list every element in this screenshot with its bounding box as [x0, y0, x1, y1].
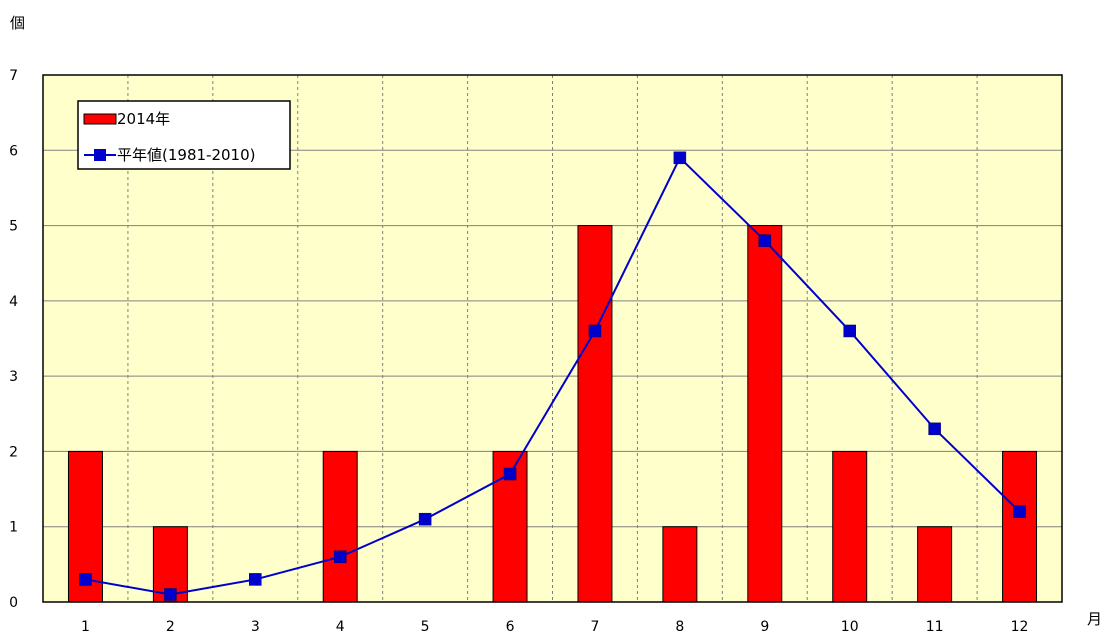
point-6	[503, 467, 517, 481]
point-2	[164, 588, 177, 601]
legend-line-label: 平年値(1981-2010)	[117, 146, 255, 164]
bar-series	[67, 225, 1038, 603]
legend-bar-swatch	[83, 113, 117, 125]
x-tick-label: 2	[166, 619, 175, 635]
point-7	[588, 324, 602, 338]
x-axis-unit: 月	[1087, 610, 1102, 628]
bar-9	[747, 225, 783, 603]
x-tick-label: 5	[421, 619, 430, 635]
y-tick-label: 5	[9, 219, 18, 235]
point-8	[673, 151, 687, 165]
bar-7	[577, 225, 613, 603]
line-series	[79, 151, 1026, 601]
y-axis-unit: 個	[10, 14, 25, 32]
x-tick-label: 8	[675, 619, 684, 635]
x-tick-labels: 1 2 3 4 5 6 7 8 9 10 11 12	[81, 619, 1028, 635]
x-tick-label: 12	[1011, 619, 1029, 635]
point-12	[1013, 505, 1026, 518]
y-tick-labels: 0 1 2 3 4 5 6 7	[9, 68, 18, 611]
bar-11	[917, 526, 953, 603]
bar-12	[1002, 450, 1038, 603]
series-line	[85, 156, 1021, 596]
plot-border	[42, 74, 1063, 603]
legend: 2014年 平年値(1981-2010)	[77, 100, 291, 170]
y-tick-label: 7	[9, 68, 18, 84]
y-tick-label: 6	[9, 143, 18, 159]
x-tick-label: 11	[926, 619, 944, 635]
legend-line-marker	[94, 149, 106, 161]
point-9	[758, 234, 772, 247]
x-tick-label: 7	[590, 619, 599, 635]
gridlines	[43, 75, 1062, 602]
x-tick-label: 6	[506, 619, 515, 635]
bar-8	[662, 526, 698, 603]
y-tick-label: 3	[9, 369, 18, 385]
x-tick-label: 1	[81, 619, 90, 635]
y-tick-label: 2	[9, 444, 18, 460]
bar-10	[832, 450, 868, 603]
point-3	[249, 573, 262, 586]
x-tick-label: 3	[251, 619, 260, 635]
point-11	[928, 422, 941, 436]
x-tick-label: 10	[841, 619, 859, 635]
point-5	[418, 512, 432, 526]
bar-4	[322, 450, 358, 603]
x-tick-label: 4	[336, 619, 345, 635]
legend-box	[77, 100, 291, 170]
y-tick-label: 0	[9, 595, 18, 611]
y-tick-label: 1	[9, 520, 18, 536]
legend-bar-label: 2014年	[117, 110, 170, 128]
point-4	[333, 550, 347, 564]
point-10	[843, 324, 856, 338]
y-tick-label: 4	[9, 294, 18, 310]
point-1	[79, 573, 92, 586]
x-tick-label: 9	[760, 619, 769, 635]
